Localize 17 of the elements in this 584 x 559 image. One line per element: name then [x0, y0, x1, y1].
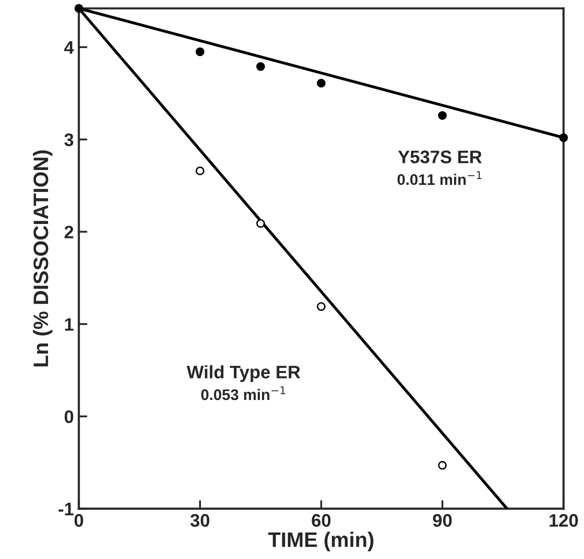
x-axis-title: TIME (min)	[268, 532, 374, 552]
y-axis-title: Ln (% DISSOCIATION)	[32, 150, 52, 366]
y-tick-label: 4	[64, 41, 74, 54]
x-tick-label: 120	[550, 514, 578, 527]
y-tick-label: 0	[64, 410, 74, 424]
x-tick-label: 90	[432, 514, 452, 527]
y-tick-label: 3	[64, 133, 74, 146]
annotation: 0.053 min$^{−1}$	[201, 386, 286, 400]
annotation: Wild Type ER	[186, 365, 300, 382]
x-tick-label: 60	[312, 514, 330, 527]
x-tick-label: 0	[74, 514, 84, 527]
annotation: Y537S ER	[398, 150, 482, 164]
annotation: 0.011 min$^{−1}$	[398, 171, 482, 185]
x-tick-label: 30	[190, 514, 210, 527]
y-tick-label: -1	[58, 502, 74, 516]
y-tick-label: 2	[64, 226, 74, 238]
y-tick-label: 1	[65, 318, 74, 331]
